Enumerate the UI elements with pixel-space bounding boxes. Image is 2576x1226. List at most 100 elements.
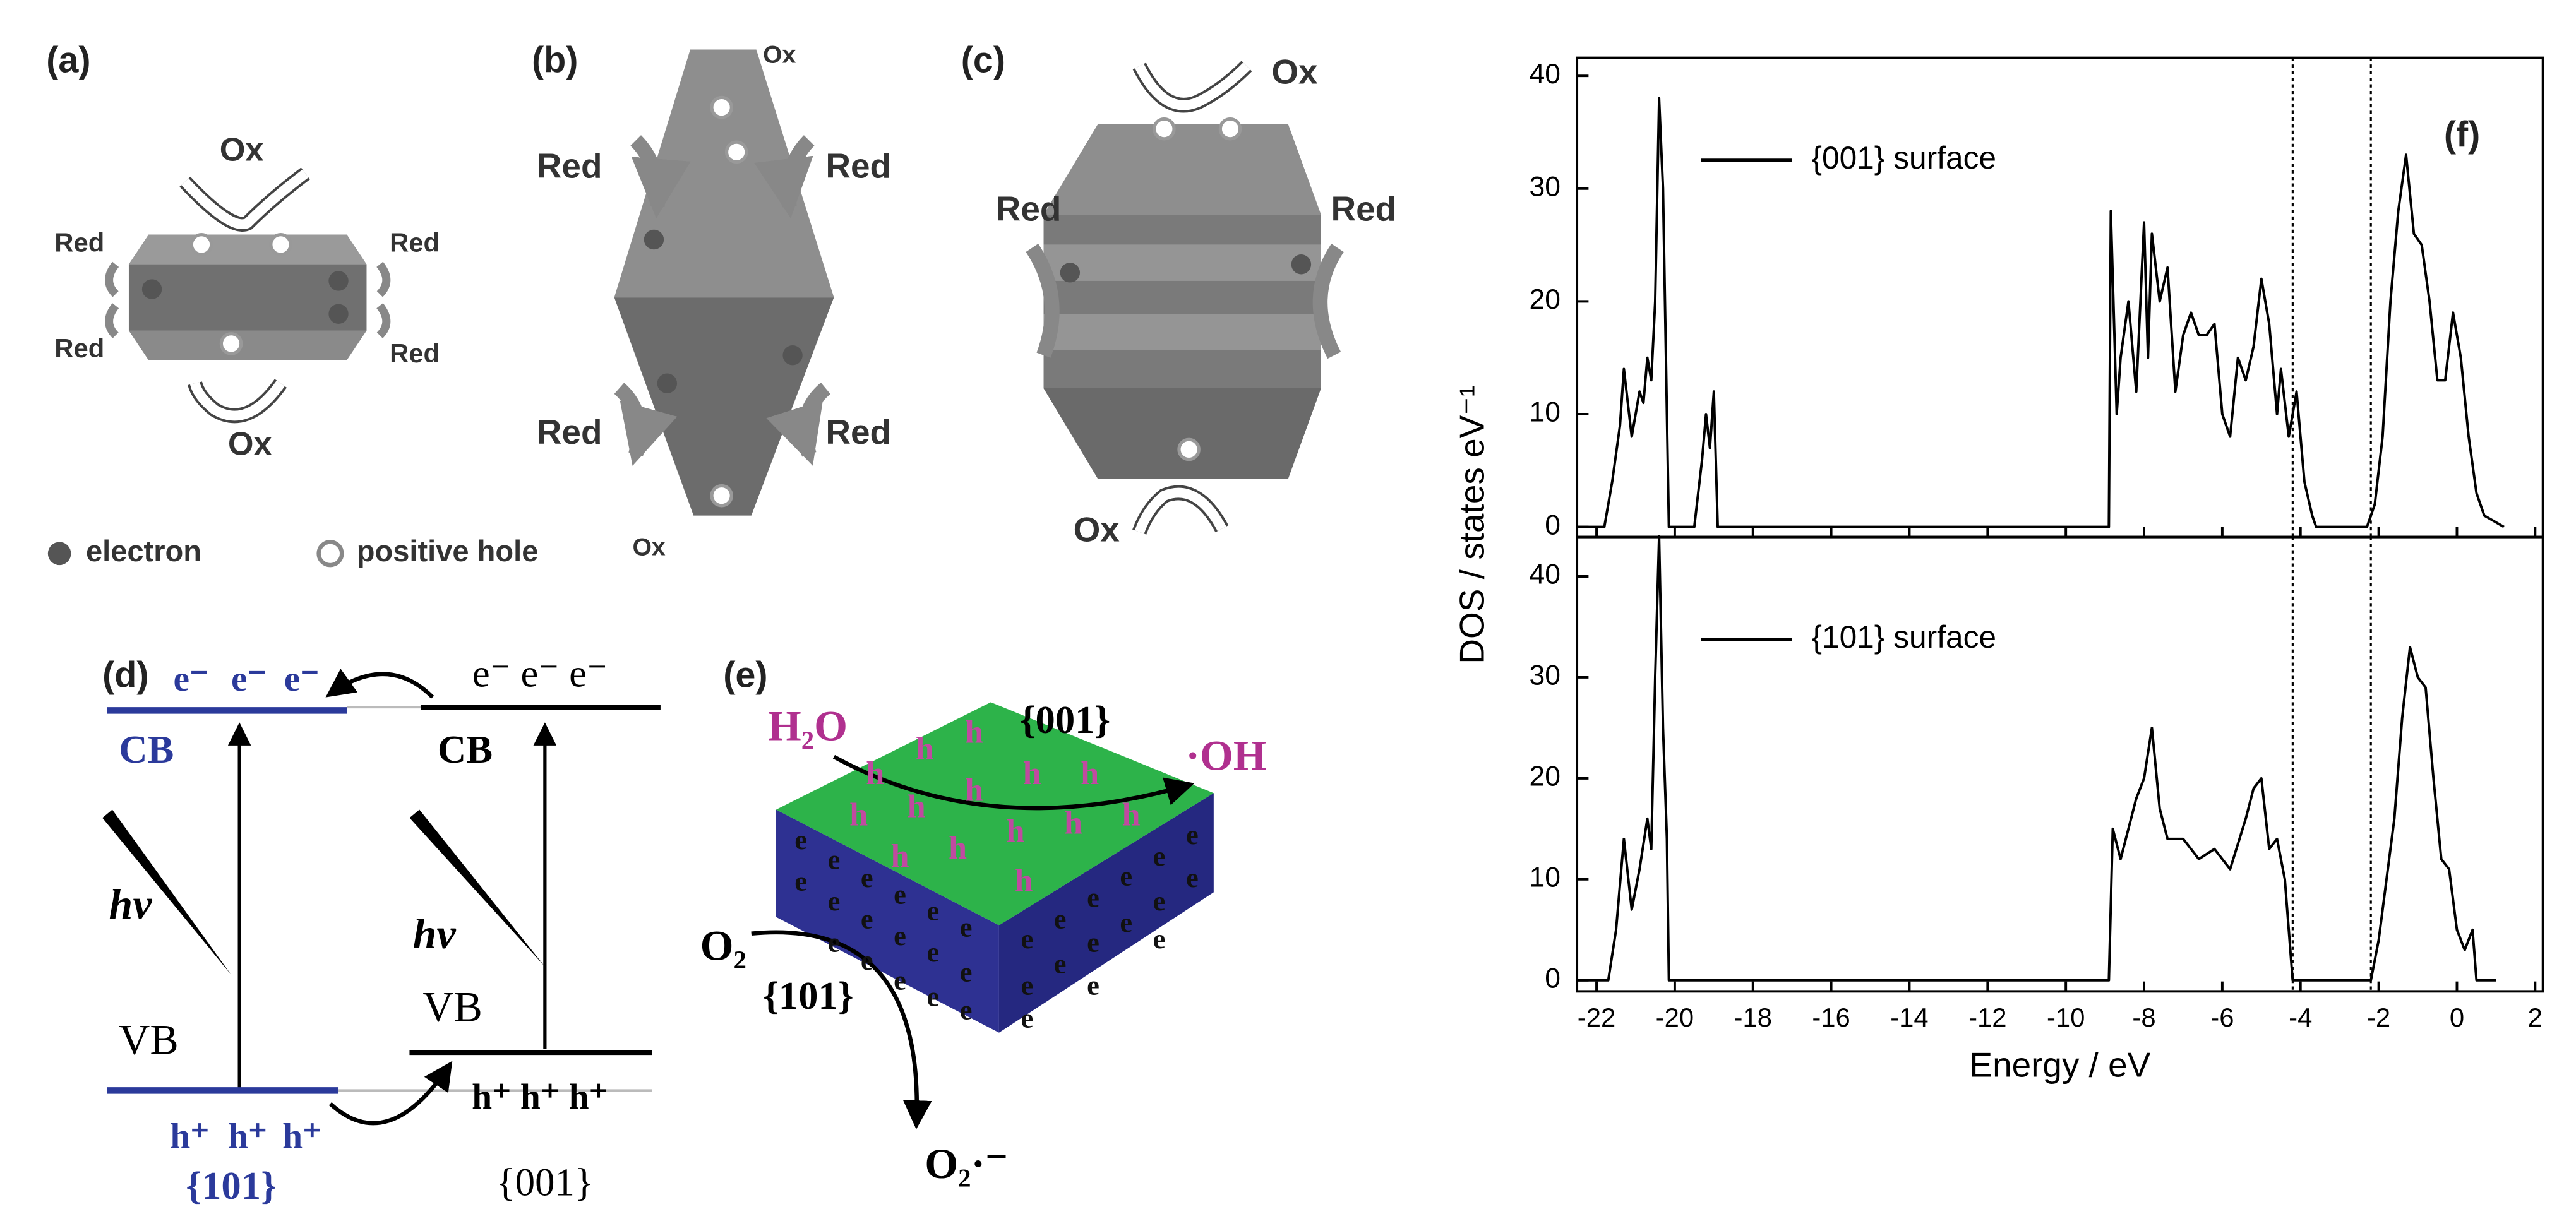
y-tick-label: 30 bbox=[1529, 660, 1560, 691]
electron-letter: e bbox=[894, 878, 906, 910]
electron-letter: e bbox=[1186, 862, 1199, 893]
hole-dot bbox=[710, 484, 733, 508]
hole-label: h⁺ h⁺ h⁺ bbox=[472, 1077, 608, 1117]
legend-electron bbox=[47, 542, 71, 566]
panel-label: (d) bbox=[102, 655, 148, 695]
y-tick-label: 30 bbox=[1529, 172, 1560, 203]
electron-letter: e bbox=[926, 936, 939, 968]
reaction-arrow bbox=[751, 930, 932, 1129]
panel-a: (a) Ox Ox Red Red Red Red electron posit… bbox=[46, 40, 538, 568]
crystal-face bbox=[614, 297, 834, 516]
y-tick-label: 0 bbox=[1545, 509, 1561, 540]
arrow bbox=[766, 383, 831, 466]
electron-letter: e bbox=[828, 926, 841, 958]
vb-label: VB bbox=[119, 1016, 178, 1064]
hv-label: hν bbox=[413, 910, 457, 958]
facet-label: {001} bbox=[496, 1160, 594, 1205]
panel-d: (d) e⁻ e⁻ e⁻ CB hν VB h⁺ h⁺ h⁺ {101} e⁻ … bbox=[102, 651, 661, 1208]
hole-label: h⁺ bbox=[170, 1117, 209, 1157]
arrow bbox=[1135, 62, 1250, 110]
hole-letter: h bbox=[1064, 805, 1082, 842]
legend-label: {101} surface bbox=[1811, 619, 1996, 655]
x-axis-label: Energy / eV bbox=[1969, 1045, 2150, 1084]
electron-letter: e bbox=[894, 964, 906, 996]
y-tick-label: 10 bbox=[1529, 862, 1560, 893]
red-label: Red bbox=[54, 333, 104, 363]
legend-text: electron bbox=[86, 534, 201, 568]
x-tick-label: -8 bbox=[2132, 1003, 2155, 1032]
cb-label: CB bbox=[119, 727, 174, 771]
reactant-label: H₂O bbox=[768, 701, 848, 749]
electron-letter: e bbox=[1021, 969, 1034, 1001]
hole-dot bbox=[724, 140, 748, 164]
electron-dot bbox=[141, 279, 162, 299]
electron-label: e⁻ bbox=[174, 659, 209, 699]
electron-letter: e bbox=[926, 895, 939, 927]
electron-letter: e bbox=[1120, 907, 1132, 938]
electron-letter: e bbox=[1153, 885, 1166, 917]
crystal-face bbox=[1043, 388, 1321, 480]
y-tick-label: 20 bbox=[1529, 761, 1560, 792]
facet-label: {001} bbox=[1020, 698, 1111, 742]
ox-label: Ox bbox=[1074, 509, 1120, 549]
crystal bbox=[128, 234, 367, 360]
hole-label: h⁺ bbox=[228, 1117, 267, 1157]
x-tick-label: -14 bbox=[1890, 1003, 1928, 1032]
hole-letter: h bbox=[965, 714, 983, 751]
x-tick-label: -12 bbox=[1968, 1003, 2006, 1032]
side-face bbox=[776, 809, 999, 1033]
ox-label: Ox bbox=[632, 533, 665, 561]
y-tick-label: 0 bbox=[1545, 963, 1561, 994]
electron-dot bbox=[1291, 254, 1312, 275]
reaction-arrow bbox=[832, 754, 1195, 811]
electron-letter: e bbox=[960, 994, 973, 1026]
panel-label: (e) bbox=[723, 655, 767, 695]
electron-dot bbox=[644, 229, 664, 250]
panel-label: (c) bbox=[961, 40, 1005, 81]
hole-letter: h bbox=[890, 838, 909, 874]
x-tick-label: -16 bbox=[1812, 1003, 1850, 1032]
electron-letter: e bbox=[960, 956, 973, 987]
crystal-face bbox=[128, 234, 367, 265]
x-tick-label: -4 bbox=[2289, 1003, 2312, 1032]
hole-letter: h bbox=[866, 755, 884, 792]
arrow bbox=[614, 383, 678, 466]
stripe bbox=[1043, 244, 1321, 281]
y-tick-label: 40 bbox=[1529, 59, 1560, 90]
hole-letter: h bbox=[849, 797, 868, 833]
panel-b: (b) Ox Ox Red Red Red Red bbox=[532, 40, 891, 561]
electron-letter: e bbox=[926, 981, 939, 1013]
x-tick-label: -20 bbox=[1656, 1003, 1694, 1032]
arrow bbox=[181, 169, 309, 229]
panel-label: (a) bbox=[46, 40, 90, 81]
electron-label: e⁻ bbox=[284, 659, 320, 699]
red-label: Red bbox=[996, 189, 1062, 229]
electron-letter: e bbox=[1153, 923, 1166, 955]
hole-letter: h bbox=[908, 788, 926, 824]
red-label: Red bbox=[390, 227, 440, 257]
electron-letter: e bbox=[1054, 948, 1067, 979]
hole-letter: h bbox=[916, 730, 934, 767]
crystal-face bbox=[614, 49, 834, 298]
electron-letter: e bbox=[1087, 926, 1099, 958]
electron-letter: e bbox=[861, 862, 873, 893]
arrow bbox=[1312, 244, 1344, 359]
product-label: O₂·⁻ bbox=[925, 1140, 1008, 1187]
reactant-label: O₂ bbox=[700, 922, 746, 970]
facet-label: {101} bbox=[763, 973, 854, 1018]
hole-letter: h bbox=[1081, 755, 1099, 792]
ox-label: Ox bbox=[1271, 52, 1318, 91]
electron-dot bbox=[328, 271, 349, 291]
hole-label: h⁺ bbox=[282, 1117, 321, 1157]
x-tick-label: 0 bbox=[2450, 1003, 2464, 1032]
x-tick-label: -6 bbox=[2210, 1003, 2234, 1032]
electron-letter: e bbox=[894, 920, 906, 951]
hole-letter: h bbox=[1015, 862, 1033, 899]
arrow bbox=[105, 303, 119, 338]
y-tick-label: 40 bbox=[1529, 559, 1560, 590]
electron-dot bbox=[782, 345, 803, 366]
y-tick-label: 10 bbox=[1529, 397, 1560, 428]
hole-dot bbox=[219, 332, 243, 355]
electron-letter: e bbox=[794, 865, 807, 896]
